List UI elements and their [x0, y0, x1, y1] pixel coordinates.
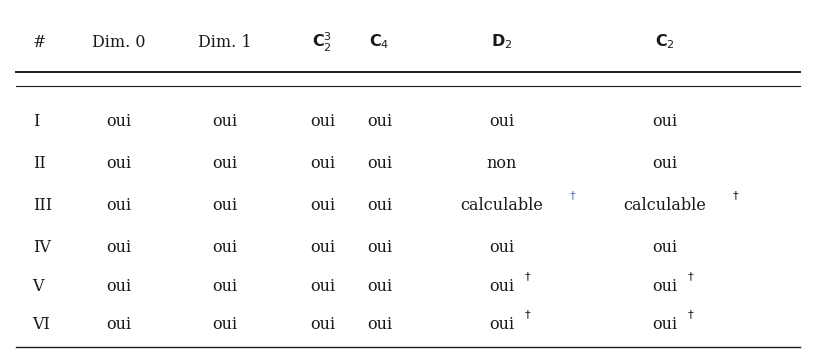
Text: oui: oui	[653, 239, 677, 256]
Text: oui: oui	[106, 113, 131, 130]
Text: oui: oui	[310, 239, 335, 256]
Text: oui: oui	[310, 155, 335, 172]
Text: oui: oui	[367, 316, 392, 333]
Text: Dim. 0: Dim. 0	[91, 34, 145, 51]
Text: non: non	[486, 155, 517, 172]
Text: oui: oui	[367, 197, 392, 214]
Text: calculable: calculable	[623, 197, 707, 214]
Text: V: V	[33, 278, 44, 294]
Text: oui: oui	[106, 155, 131, 172]
Text: $\mathbf{C}_4$: $\mathbf{C}_4$	[370, 33, 389, 52]
Text: oui: oui	[310, 113, 335, 130]
Text: oui: oui	[212, 278, 237, 294]
Text: oui: oui	[106, 239, 131, 256]
Text: $\dagger$: $\dagger$	[524, 270, 531, 283]
Text: $\dagger$: $\dagger$	[687, 309, 694, 321]
Text: oui: oui	[490, 113, 514, 130]
Text: II: II	[33, 155, 46, 172]
Text: oui: oui	[367, 155, 392, 172]
Text: I: I	[33, 113, 39, 130]
Text: oui: oui	[212, 197, 237, 214]
Text: oui: oui	[212, 155, 237, 172]
Text: oui: oui	[367, 239, 392, 256]
Text: #: #	[33, 34, 46, 51]
Text: oui: oui	[490, 239, 514, 256]
Text: oui: oui	[310, 197, 335, 214]
Text: oui: oui	[212, 113, 237, 130]
Text: $\mathbf{C}_2$: $\mathbf{C}_2$	[655, 33, 675, 52]
Text: oui: oui	[310, 278, 335, 294]
Text: oui: oui	[310, 316, 335, 333]
Text: oui: oui	[653, 278, 677, 294]
Text: oui: oui	[367, 278, 392, 294]
Text: $\dagger$: $\dagger$	[569, 189, 576, 202]
Text: III: III	[33, 197, 51, 214]
Text: IV: IV	[33, 239, 51, 256]
Text: oui: oui	[106, 278, 131, 294]
Text: $\dagger$: $\dagger$	[732, 189, 739, 202]
Text: $\dagger$: $\dagger$	[687, 270, 694, 283]
Text: VI: VI	[33, 316, 51, 333]
Text: oui: oui	[653, 155, 677, 172]
Text: oui: oui	[212, 316, 237, 333]
Text: oui: oui	[106, 197, 131, 214]
Text: oui: oui	[106, 316, 131, 333]
Text: oui: oui	[653, 316, 677, 333]
Text: oui: oui	[653, 113, 677, 130]
Text: oui: oui	[367, 113, 392, 130]
Text: $\mathbf{C}_2^3$: $\mathbf{C}_2^3$	[313, 31, 332, 54]
Text: $\dagger$: $\dagger$	[524, 309, 531, 321]
Text: oui: oui	[490, 316, 514, 333]
Text: oui: oui	[212, 239, 237, 256]
Text: calculable: calculable	[460, 197, 543, 214]
Text: Dim. 1: Dim. 1	[197, 34, 251, 51]
Text: oui: oui	[490, 278, 514, 294]
Text: $\mathbf{D}_2$: $\mathbf{D}_2$	[491, 33, 512, 52]
